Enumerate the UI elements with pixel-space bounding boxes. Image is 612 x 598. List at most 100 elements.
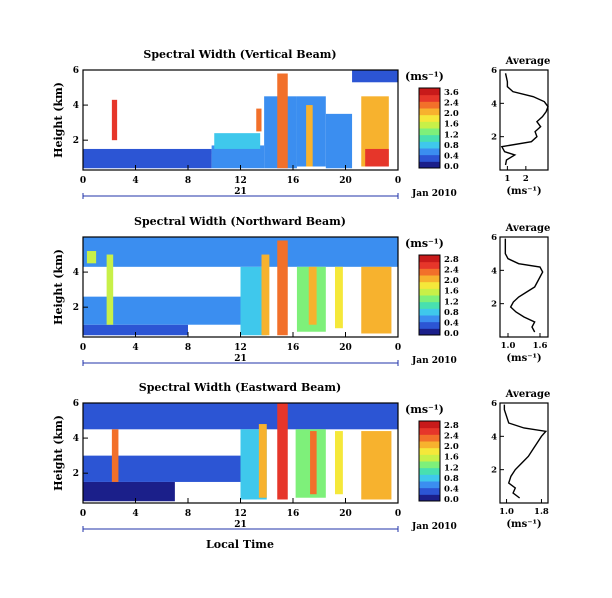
colorbar-swatch [419,315,440,323]
colorbar-tick-label: 0.4 [444,318,459,328]
heatmap-cell [365,148,389,167]
colorbar-frame [418,254,441,336]
heatmap-cell [83,403,398,430]
colorbar-tick-label: 3.6 [444,88,459,98]
colorbar-swatch [419,114,440,122]
colorbar-swatch [419,295,440,303]
colorbar-swatch [419,441,440,449]
heatmap-cell [111,99,118,141]
colorbar-tick-label: 1.2 [444,130,459,140]
colorbar-swatch [419,281,440,289]
colorbar-swatch [419,427,440,435]
avg-y-tick-label: 6 [491,233,497,243]
heatmap-cell [83,150,212,169]
colorbar-frame [418,87,441,169]
avg-profile-line [500,73,549,166]
panel-title: Spectral Width (Vertical Beam) [143,48,336,61]
x-tick-label: 16 [287,509,300,519]
x-tick-label: 0 [80,509,86,519]
avg-y-tick-label: 2 [491,466,497,476]
heatmap-cell [83,481,175,502]
heatmap-cells [83,237,398,336]
panel-2: Spectral Width (Northward Beam) 2 4 Height … [52,215,550,366]
x-tick-label: 0 [80,176,86,186]
y-axis-label: Height (km) [52,415,65,491]
colorbar-unit: (ms⁻¹) [405,237,444,250]
colorbar-swatch [419,134,440,142]
colorbar-tick-label: 0.8 [444,308,459,318]
heatmap-cell [306,105,313,167]
colorbar-swatch [419,261,440,269]
x-tick-label: 16 [287,176,300,186]
day-label: 21 [234,187,247,197]
x-tick-label: 0 [80,343,86,353]
colorbar-swatch [419,88,440,96]
x-tick-label: 20 [339,509,352,519]
heatmap-cell [83,148,212,155]
panel-title: Spectral Width (Northward Beam) [134,215,346,228]
panels: Spectral Width (Vertical Beam) 2 4 6 Height … [52,48,550,532]
colorbar-swatch [419,154,440,162]
heatmap-cell [352,70,398,83]
heatmap-cell [335,266,343,329]
y-tick-label: 6 [73,66,79,76]
avg-x-tick-label: 2 [523,174,529,184]
avg-x-label: (ms⁻¹) [506,519,541,530]
heatmap-cell [83,237,398,267]
avg-title: Average [505,389,551,400]
avg-title: Average [505,223,551,234]
colorbar-swatch [419,467,440,475]
avg-x-tick-label: 1.0 [499,507,514,517]
colorbar-swatch [419,454,440,462]
x-tick-label: 4 [132,176,138,186]
colorbar-swatch [419,481,440,489]
x-tick-label: 8 [185,176,191,186]
avg-x-tick-label: 1.6 [533,341,548,351]
colorbar-tick-label: 2.0 [444,109,459,119]
colorbar-tick-label: 2.0 [444,442,459,452]
avg-x-tick-label: 1 [504,174,510,184]
x-tick-label: 4 [132,343,138,353]
avg-y-tick-label: 2 [491,300,497,310]
heatmap-cell [86,251,97,264]
x-tick-label: 12 [234,343,247,353]
x-tick-label: 0 [395,343,401,353]
colorbar-swatch [419,447,440,455]
colorbar-tick-label: 1.6 [444,453,459,463]
panel-3: Spectral Width (Eastward Beam) 2 4 6 Height … [52,381,550,532]
colorbar-swatch [419,461,440,469]
colorbar-swatch [419,494,440,502]
avg-y-tick-label: 6 [491,66,497,76]
heatmap-cell [111,429,119,482]
heatmap-cell [277,403,288,500]
colorbar-swatch [419,487,440,495]
heatmap-cell [211,145,265,169]
heatmap-cell [325,113,353,169]
avg-x-label: (ms⁻¹) [506,186,541,197]
colorbar-tick-label: 1.6 [444,287,459,297]
avg-frame [499,69,549,171]
heatmap-cell [83,455,241,482]
x-axis-label: Local Time [206,538,274,551]
avg-x-tick-label: 1.8 [534,507,549,517]
heatmap-cell [335,431,343,495]
colorbar-swatch [419,161,440,169]
y-tick-label: 6 [73,399,79,409]
colorbar-swatch [419,255,440,263]
heatmap-cell [258,424,267,498]
date-label: Jan 2010 [411,356,457,366]
colorbar-tick-label: 1.2 [444,463,459,473]
x-tick-label: 16 [287,343,300,353]
y-tick-label: 2 [73,469,79,479]
colorbar-tick-label: 1.6 [444,120,459,130]
colorbar-swatch [419,141,440,149]
colorbar-swatch [419,101,440,109]
colorbar-swatch [419,94,440,102]
day-label: 21 [234,520,247,530]
avg-title: Average [505,56,551,67]
colorbar-tick-label: 2.8 [444,421,459,431]
heatmap-cell [261,254,270,336]
colorbar-swatch [419,328,440,336]
colorbar-unit: (ms⁻¹) [405,403,444,416]
colorbar-swatch [419,121,440,129]
